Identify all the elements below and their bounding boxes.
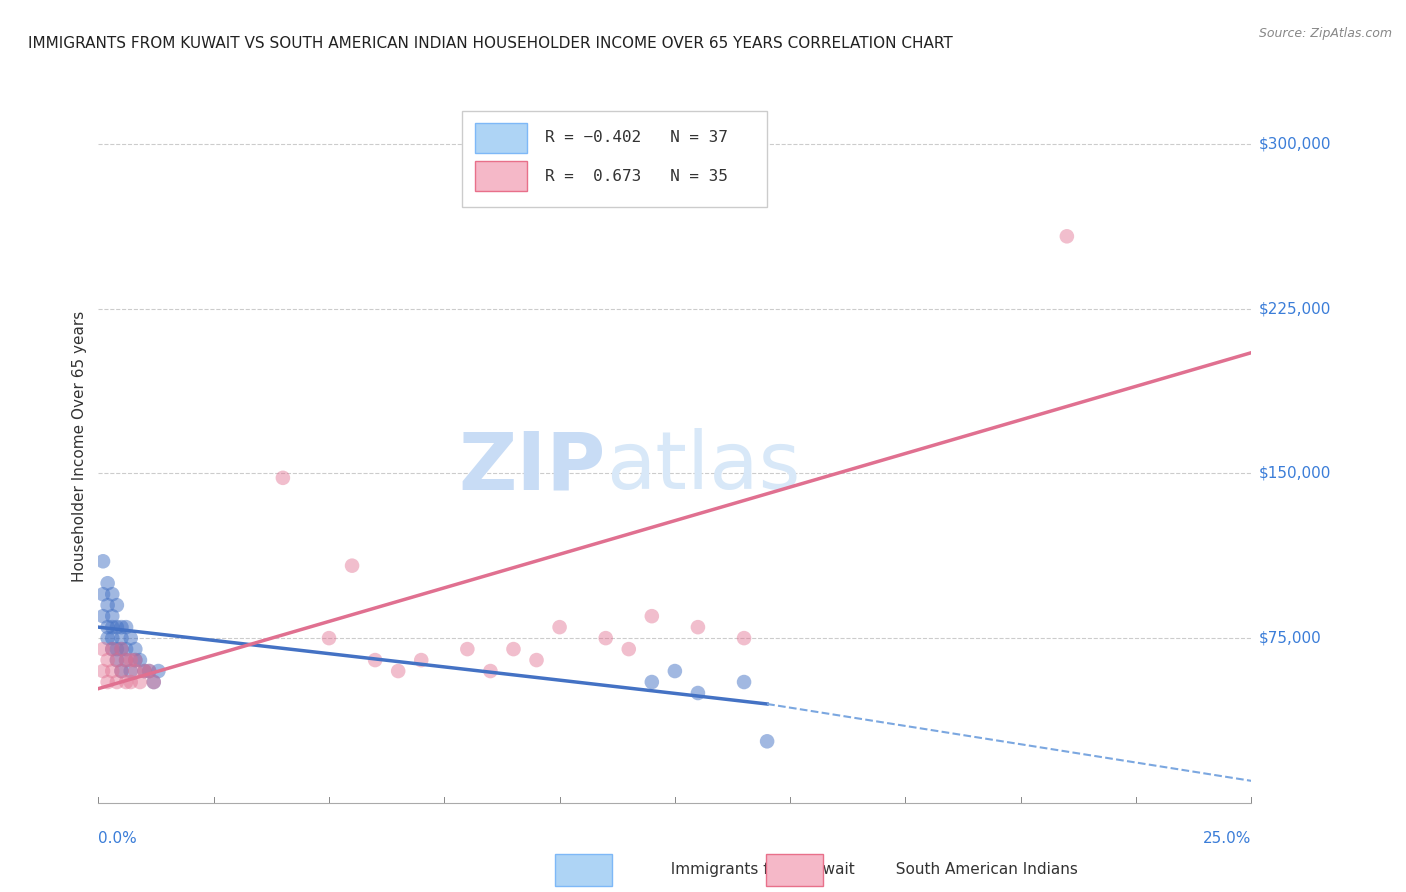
Point [101, 664, 124, 678]
Point [686, 620, 709, 634]
Point [148, 664, 170, 678]
Point [115, 653, 138, 667]
Point [340, 558, 363, 573]
Point [142, 675, 165, 690]
Text: R =  0.673   N = 35: R = 0.673 N = 35 [544, 169, 727, 184]
Point [138, 664, 160, 678]
Point [411, 653, 433, 667]
Point [110, 642, 132, 657]
Point [120, 631, 142, 645]
Point [97, 631, 120, 645]
Point [733, 631, 755, 645]
Point [105, 642, 128, 657]
Point [124, 653, 146, 667]
Point [110, 631, 132, 645]
Point [548, 620, 571, 634]
FancyBboxPatch shape [461, 111, 768, 207]
FancyBboxPatch shape [475, 161, 527, 191]
Point [105, 675, 128, 690]
Point [134, 664, 156, 678]
Point [110, 642, 132, 657]
Point [105, 653, 128, 667]
Point [115, 620, 138, 634]
Point [502, 642, 524, 657]
Point [129, 653, 152, 667]
Y-axis label: Householder Income Over 65 years: Householder Income Over 65 years [72, 310, 87, 582]
Point [456, 642, 478, 657]
Point [124, 653, 146, 667]
Point [115, 675, 138, 690]
Point [97, 620, 120, 634]
Point [664, 664, 686, 678]
Point [733, 675, 755, 690]
Point [134, 664, 156, 678]
Point [120, 653, 142, 667]
Point [124, 642, 146, 657]
Point [101, 587, 124, 601]
Point [105, 620, 128, 634]
Point [101, 609, 124, 624]
Text: 25.0%: 25.0% [1204, 831, 1251, 847]
Point [110, 620, 132, 634]
Text: Immigrants from Kuwait: Immigrants from Kuwait [661, 863, 855, 877]
Point [91, 664, 114, 678]
Text: ZIP: ZIP [458, 428, 606, 507]
Text: R = −0.402   N = 37: R = −0.402 N = 37 [544, 130, 727, 145]
Point [142, 675, 165, 690]
Point [91, 609, 114, 624]
Point [101, 642, 124, 657]
Point [318, 631, 340, 645]
Text: IMMIGRANTS FROM KUWAIT VS SOUTH AMERICAN INDIAN HOUSEHOLDER INCOME OVER 65 YEARS: IMMIGRANTS FROM KUWAIT VS SOUTH AMERICAN… [28, 36, 953, 51]
Point [756, 734, 779, 748]
Point [124, 664, 146, 678]
Point [138, 664, 160, 678]
Point [526, 653, 548, 667]
Point [91, 587, 114, 601]
Point [641, 609, 664, 624]
Text: atlas: atlas [606, 428, 800, 507]
Point [1056, 229, 1078, 244]
Point [97, 598, 120, 612]
Point [101, 642, 124, 657]
Point [101, 620, 124, 634]
Point [271, 471, 294, 485]
Text: $150,000: $150,000 [1258, 466, 1330, 481]
Text: 0.0%: 0.0% [98, 831, 138, 847]
Text: $225,000: $225,000 [1258, 301, 1330, 317]
Point [101, 631, 124, 645]
Point [686, 686, 709, 700]
Point [387, 664, 409, 678]
Text: $300,000: $300,000 [1258, 136, 1331, 152]
Point [105, 598, 128, 612]
Point [617, 642, 640, 657]
Point [110, 664, 132, 678]
Point [479, 664, 502, 678]
Point [120, 664, 142, 678]
Point [115, 653, 138, 667]
Text: $75,000: $75,000 [1258, 631, 1322, 646]
Text: South American Indians: South American Indians [886, 863, 1077, 877]
Point [115, 642, 138, 657]
FancyBboxPatch shape [475, 123, 527, 153]
Point [91, 554, 114, 568]
Text: Source: ZipAtlas.com: Source: ZipAtlas.com [1258, 27, 1392, 40]
Point [641, 675, 664, 690]
Point [97, 576, 120, 591]
Point [120, 675, 142, 690]
Point [97, 653, 120, 667]
Point [364, 653, 387, 667]
Point [595, 631, 617, 645]
Point [91, 642, 114, 657]
Point [105, 653, 128, 667]
Point [97, 675, 120, 690]
Point [110, 664, 132, 678]
Point [129, 675, 152, 690]
